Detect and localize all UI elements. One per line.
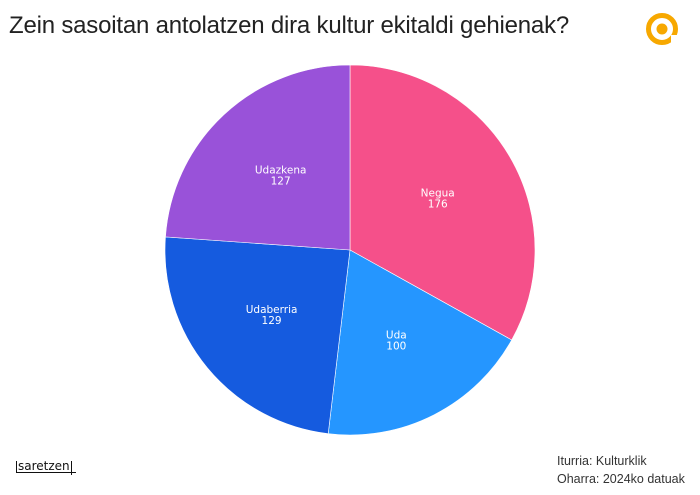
source-text: Iturria: Kulturklik (557, 454, 647, 468)
pie-slice-udazkena (165, 64, 351, 251)
slice-label-value: 129 (262, 315, 282, 327)
chart-notes: Iturria: Kulturklik Oharra: 2024ko datua… (557, 452, 685, 488)
note-text: Oharra: 2024ko datuak (557, 472, 685, 486)
slice-label-name: Uda (386, 330, 407, 342)
pie-slice-udaberria (164, 236, 351, 435)
slice-label-value: 100 (386, 341, 406, 353)
pie-slice-uda (327, 249, 513, 436)
brand-logo: saretzen (16, 459, 76, 475)
chart-title: Zein sasoitan antolatzen dira kultur eki… (9, 12, 570, 39)
slice-label-name: Negua (421, 187, 455, 199)
slice-label-name: Udazkena (255, 165, 307, 177)
slice-label-name: Udaberria (246, 304, 298, 316)
slice-label-value: 176 (428, 198, 448, 210)
slice-label-value: 127 (271, 176, 291, 188)
brand-text: saretzen (18, 459, 70, 473)
pie-slice-negua (349, 64, 536, 341)
saretzen-logo-icon (646, 13, 678, 45)
